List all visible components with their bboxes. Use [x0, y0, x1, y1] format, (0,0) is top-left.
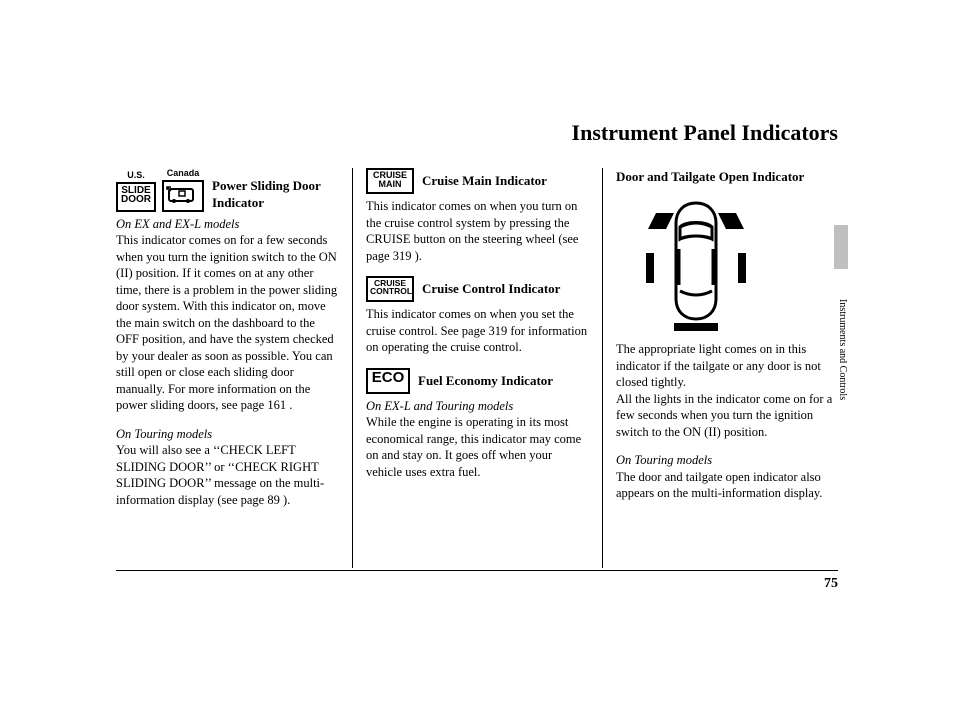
fuel-economy-title: Fuel Economy Indicator [418, 372, 553, 389]
cruise-main-text-2: MAIN [379, 179, 402, 189]
cruise-control-text-2: CONTROL [370, 286, 412, 296]
column-2: CRUISE MAIN Cruise Main Indicator This i… [366, 168, 588, 568]
touring-body-1: You will also see a ‘‘CHECK LEFT SLIDING… [116, 442, 338, 508]
cruise-main-title: Cruise Main Indicator [422, 172, 547, 189]
power-sliding-door-header: U.S. SLIDE DOOR Canada [116, 168, 338, 212]
content-columns: U.S. SLIDE DOOR Canada [116, 168, 838, 568]
cruise-main-icon: CRUISE MAIN [366, 168, 414, 194]
touring-body-3: The door and tailgate open indicator als… [616, 469, 838, 502]
label-us: U.S. [116, 170, 156, 182]
fuel-economy-header: ECO Fuel Economy Indicator [366, 368, 588, 394]
column-1: U.S. SLIDE DOOR Canada [116, 168, 338, 568]
slide-door-text-2: DOOR [121, 194, 151, 205]
power-sliding-door-body: This indicator comes on for a few second… [116, 232, 338, 414]
touring-subtitle-1: On Touring models [116, 426, 338, 443]
cruise-control-icon: CRUISE CONTROL [366, 276, 414, 302]
cruise-control-title: Cruise Control Indicator [422, 280, 560, 297]
fuel-economy-subtitle: On EX-L and Touring models [366, 398, 588, 415]
slide-door-us-icon: SLIDE DOOR [116, 182, 156, 212]
power-sliding-door-subtitle: On EX and EX-L models [116, 216, 338, 233]
fuel-economy-body: While the engine is operating in its mos… [366, 414, 588, 480]
column-3: Door and Tailgate Open Indicator [616, 168, 838, 568]
door-tailgate-title: Door and Tailgate Open Indicator [616, 168, 838, 185]
power-sliding-door-title: Power Sliding Door Indicator [212, 178, 321, 211]
slide-door-canada-icon [162, 180, 204, 212]
cruise-control-header: CRUISE CONTROL Cruise Control Indicator [366, 276, 588, 302]
cruise-main-header: CRUISE MAIN Cruise Main Indicator [366, 168, 588, 194]
footer-rule [116, 570, 838, 571]
page-title: Instrument Panel Indicators [572, 120, 838, 146]
eco-text: ECO [368, 370, 408, 386]
cruise-main-body: This indicator comes on when you turn on… [366, 198, 588, 264]
door-tailgate-body: The appropriate light comes on in this i… [616, 341, 838, 440]
door-tailgate-icon [616, 193, 838, 333]
page-number: 75 [824, 576, 838, 592]
cruise-control-body: This indicator comes on when you set the… [366, 306, 588, 356]
label-canada: Canada [162, 168, 204, 180]
touring-subtitle-3: On Touring models [616, 452, 838, 469]
eco-icon: ECO [366, 368, 410, 394]
